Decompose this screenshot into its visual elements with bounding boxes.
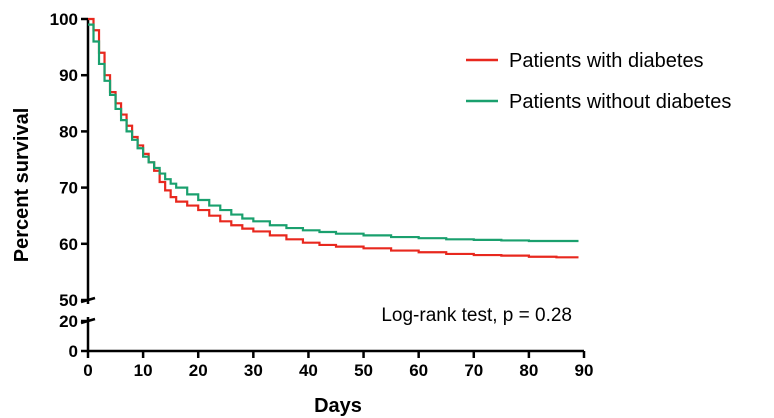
legend-label-no-diabetes: Patients without diabetes — [509, 91, 731, 113]
x-tick-label: 10 — [134, 361, 153, 380]
x-axis-title: Days — [314, 395, 362, 417]
axes: 50 60 70 80 90 100 0 20 0 10 20 30 40 50 60 70 80 90 — [50, 10, 594, 380]
series-line-no-diabetes — [88, 23, 579, 243]
series-layer — [88, 17, 579, 259]
y-tick-label: 50 — [59, 291, 78, 310]
series-line-diabetes — [88, 17, 579, 259]
y-axis-title: Percent survival — [11, 108, 33, 263]
annotation-logrank: Log-rank test, p = 0.28 — [381, 305, 572, 326]
x-tick-label: 40 — [299, 361, 318, 380]
x-tick-label: 60 — [409, 361, 428, 380]
x-tick-label: 0 — [83, 361, 92, 380]
y-tick-label: 90 — [59, 66, 78, 85]
x-tick-label: 90 — [575, 361, 594, 380]
y-tick-label: 60 — [59, 235, 78, 254]
y-tick-label: 70 — [59, 179, 78, 198]
x-tick-label: 50 — [354, 361, 373, 380]
x-tick-label: 20 — [189, 361, 208, 380]
x-tick-label: 70 — [464, 361, 483, 380]
legend: Patients with diabetes Patients without d… — [466, 50, 731, 113]
y-tick-label: 80 — [59, 122, 78, 141]
legend-label-diabetes: Patients with diabetes — [509, 50, 704, 72]
y-tick-label: 100 — [50, 10, 78, 29]
y-tick-label: 20 — [59, 312, 78, 331]
y-tick-label: 0 — [69, 342, 78, 361]
x-tick-label: 80 — [519, 361, 538, 380]
x-tick-label: 30 — [244, 361, 263, 380]
